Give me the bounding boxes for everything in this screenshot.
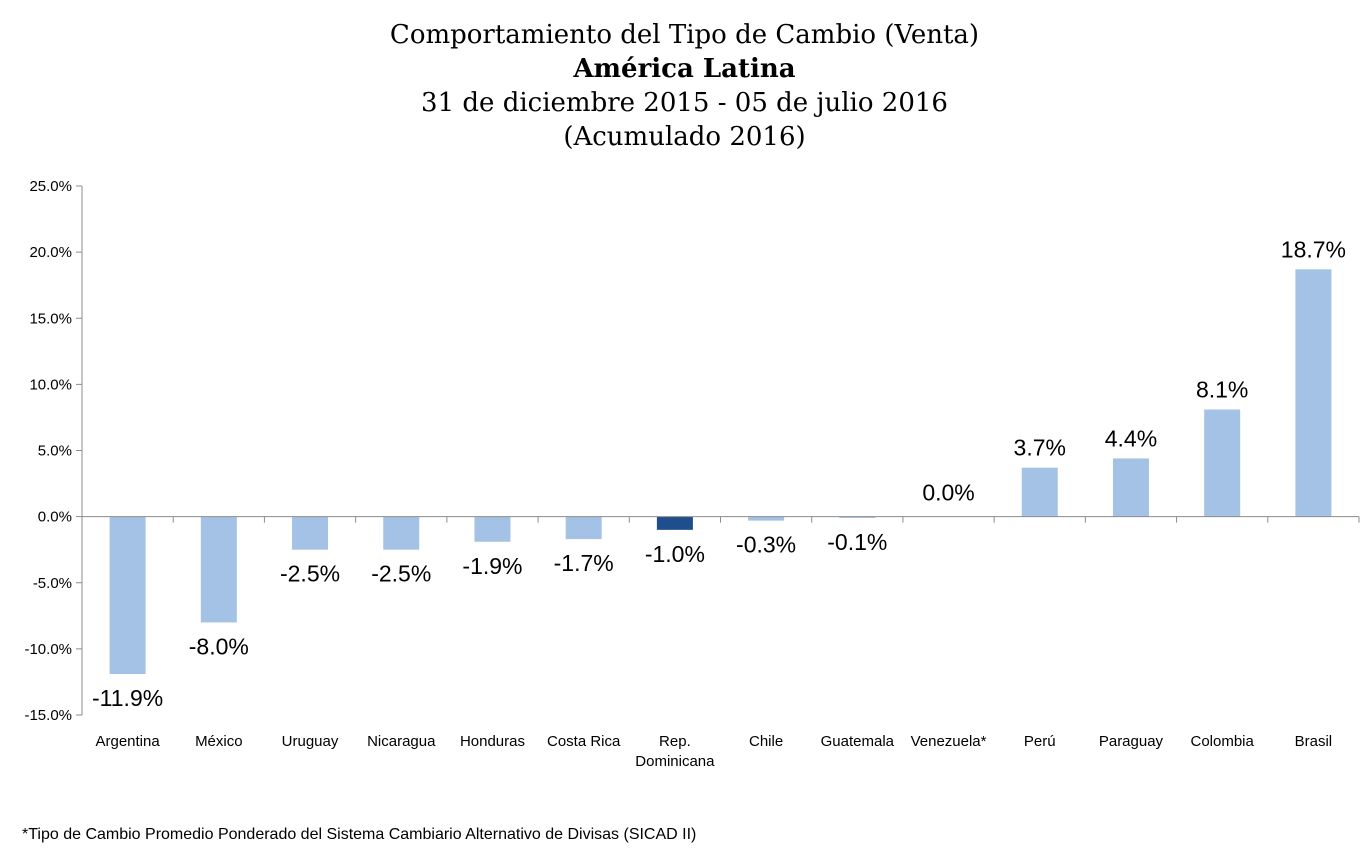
bar [565, 516, 602, 540]
y-tick-label: 20.0% [29, 244, 72, 261]
chart-date-range: 31 de diciembre 2015 - 05 de julio 2016 [421, 88, 948, 118]
data-label: -11.9% [92, 685, 163, 711]
data-label: -2.5% [280, 561, 340, 587]
bar [292, 516, 329, 550]
data-label: 4.4% [1105, 425, 1157, 451]
bar [839, 516, 876, 518]
bar [1112, 458, 1149, 517]
bar [200, 516, 237, 623]
category-label: México [195, 733, 243, 750]
chart-note: (Acumulado 2016) [563, 122, 806, 152]
bar [109, 516, 146, 675]
bar [474, 516, 511, 542]
y-tick-label: 25.0% [29, 178, 72, 195]
bar [748, 516, 785, 521]
category-label: Rep. Dominicana [635, 733, 715, 770]
data-label: -2.5% [371, 561, 431, 587]
data-label: -0.3% [736, 532, 796, 558]
bar [1295, 269, 1332, 517]
category-label: Uruguay [282, 733, 339, 750]
y-tick-label: 5.0% [38, 443, 72, 460]
category-label: Paraguay [1099, 733, 1164, 750]
footnote: *Tipo de Cambio Promedio Ponderado del S… [22, 826, 697, 843]
y-tick-label: -5.0% [33, 575, 72, 592]
data-label: -1.7% [554, 550, 614, 576]
data-label: 0.0% [922, 480, 974, 506]
data-label: 18.7% [1281, 236, 1346, 262]
data-label: -8.0% [189, 633, 249, 659]
bar [383, 516, 420, 550]
category-label: Costa Rica [547, 733, 621, 750]
category-label: Brasil [1295, 733, 1333, 750]
chart-title: Comportamiento del Tipo de Cambio (Venta… [389, 20, 980, 50]
category-label: Guatemala [821, 733, 895, 750]
y-tick-label: 15.0% [29, 310, 72, 327]
bar [656, 516, 693, 530]
data-label: -1.9% [462, 553, 522, 579]
category-label: Colombia [1190, 733, 1254, 750]
category-label: Perú [1024, 733, 1056, 750]
y-tick-label: 0.0% [38, 509, 72, 526]
y-tick-label: -15.0% [24, 707, 72, 724]
chart-subtitle: América Latina [573, 54, 796, 84]
category-label: Argentina [95, 733, 160, 750]
data-label: 8.1% [1196, 377, 1248, 403]
y-tick-label: 10.0% [29, 376, 72, 393]
chart-title-block: Comportamiento del Tipo de Cambio (Venta… [0, 18, 1369, 154]
category-label: Honduras [460, 733, 525, 750]
y-tick-label: -10.0% [24, 641, 72, 658]
data-label: -1.0% [645, 541, 705, 567]
category-label: Nicaragua [367, 733, 436, 750]
bar [1021, 467, 1058, 517]
category-label: Chile [749, 733, 783, 750]
bar [1204, 409, 1241, 517]
data-label: 3.7% [1014, 435, 1066, 461]
category-label: Venezuela* [911, 733, 987, 750]
data-label: -0.1% [827, 529, 887, 555]
